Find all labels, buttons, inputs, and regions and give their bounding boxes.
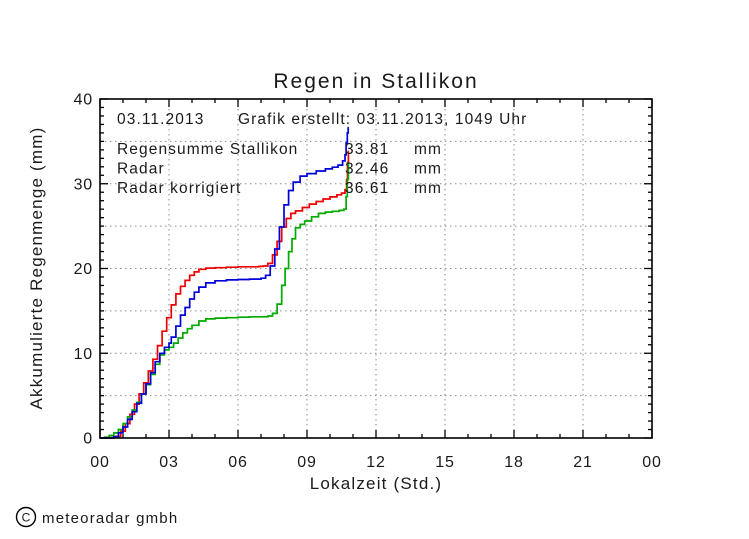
y-tick-label: 10 (74, 346, 93, 363)
legend-label-radar: Radar (117, 161, 165, 178)
x-tick-label: 12 (366, 454, 385, 471)
copyright-circle-icon (15, 506, 37, 528)
x-tick-label: 09 (297, 454, 316, 471)
legend-label-radar-korrigiert: Radar korrigiert (117, 180, 241, 197)
ticks-layer (99, 98, 653, 439)
legend-value-radar-korrigiert: 36.61 (345, 180, 389, 197)
x-tick-label: 18 (504, 454, 523, 471)
x-tick-label: 00 (90, 454, 109, 471)
copyright-footer: C meteoradar gmbh (15, 506, 178, 528)
y-tick-label: 30 (74, 176, 93, 193)
legend-value-radar: 32.46 (345, 161, 389, 178)
legend-unit-radar: mm (414, 161, 442, 178)
legend: Regensumme Stallikon 33.81 mm Radar 32.4… (117, 141, 442, 197)
legend-row-radar-korrigiert: Radar korrigiert 36.61 mm (117, 180, 442, 197)
curves-layer (100, 126, 350, 439)
y-axis-title: Akkumulierte Regenmenge (mm) (27, 126, 46, 409)
copyright-text: meteoradar gmbh (42, 510, 178, 527)
legend-row-radar: Radar 32.46 mm (117, 161, 442, 178)
annotation-created: Grafik erstellt: 03.11.2013, 1049 Uhr (238, 111, 527, 128)
y-tick-label: 40 (74, 92, 93, 109)
legend-value-regensumme: 33.81 (345, 141, 389, 158)
legend-row-regensumme: Regensumme Stallikon 33.81 mm (117, 141, 442, 158)
x-tick-label: 03 (159, 454, 178, 471)
legend-label-regensumme: Regensumme Stallikon (117, 141, 298, 158)
y-tick-label: 0 (83, 431, 93, 448)
grid-layer (100, 99, 652, 438)
annotation-block: 03.11.2013 Grafik erstellt: 03.11.2013, … (117, 111, 527, 128)
x-tick-label: 15 (435, 454, 454, 471)
annotation-date: 03.11.2013 (117, 111, 204, 128)
legend-unit-regensumme: mm (414, 141, 442, 158)
copyright-symbol: C (22, 511, 31, 525)
x-tick-label: 00 (642, 454, 661, 471)
y-tick-label: 20 (74, 261, 93, 278)
x-axis-title: Lokalzeit (Std.) (310, 474, 443, 493)
x-tick-label: 21 (573, 454, 592, 471)
legend-unit-radar-korrigiert: mm (414, 180, 442, 197)
series-line-radar-korrigiert (100, 126, 350, 439)
chart-title: Regen in Stallikon (273, 70, 478, 93)
x-tick-label: 06 (228, 454, 247, 471)
